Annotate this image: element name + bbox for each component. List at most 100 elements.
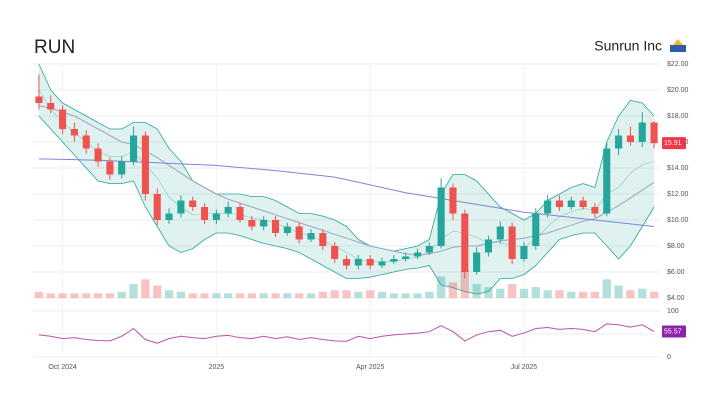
candle-body [496, 226, 504, 240]
last-value-box [662, 137, 686, 150]
y-tick-label: 100 [667, 308, 679, 315]
volume-bar [153, 285, 162, 298]
x-tick-label: Oct 2024 [48, 364, 77, 371]
volume-bar [259, 293, 268, 298]
candle-body [94, 148, 102, 162]
last-value-label: 15.91 [664, 140, 682, 147]
volume-bar [649, 291, 659, 298]
volume-bar [507, 284, 517, 298]
rsi-line [38, 323, 655, 344]
volume-bar [82, 293, 91, 298]
volume-bar [188, 293, 197, 298]
volume-bar [129, 284, 138, 298]
candle-body [378, 261, 386, 266]
volume-bar [212, 293, 221, 298]
volume-bar [614, 285, 623, 298]
candle-body [283, 226, 291, 233]
candle-body [555, 200, 563, 207]
candle-body [354, 259, 362, 266]
y-tick-label: $12.00 [667, 191, 689, 198]
volume-bar [472, 284, 481, 298]
x-tick-label: Jul 2025 [511, 364, 538, 371]
volume-bar [638, 288, 647, 298]
volume-bar [117, 291, 126, 298]
y-tick-label: $4.00 [667, 295, 685, 302]
candle-body [591, 207, 599, 214]
candle-body [331, 246, 339, 259]
candle-body [236, 207, 244, 220]
candle-body [189, 200, 197, 207]
volume-bar [283, 293, 292, 298]
volume-bar [626, 290, 635, 298]
candle-body [177, 200, 185, 214]
volume-bar [401, 293, 410, 298]
candle-body [390, 259, 398, 262]
candle-body [473, 252, 481, 272]
candle-body [544, 200, 552, 214]
y-tick-label: 0 [667, 354, 671, 361]
candle-body [118, 161, 126, 175]
candle-body [508, 226, 516, 259]
volume-bar [602, 279, 611, 298]
candle-body [271, 220, 280, 233]
volume-bar [531, 287, 540, 298]
candle-body [366, 259, 374, 266]
volume-bar [578, 291, 588, 298]
volume-bar [567, 291, 576, 298]
y-tick-label: $14.00 [667, 165, 689, 172]
volume-bar [295, 293, 304, 298]
volume-bar [176, 291, 186, 298]
volume-bar [354, 291, 363, 298]
last-value-box [662, 325, 686, 338]
candle-body [307, 233, 315, 240]
candle-body [200, 207, 209, 220]
candle-body [449, 187, 457, 214]
volume-bar [484, 287, 493, 298]
candle-body [626, 135, 634, 142]
company-name: Sunrun Inc [594, 38, 662, 54]
y-tick-label: $22.00 [667, 61, 689, 68]
volume-bar [342, 290, 351, 298]
candle-body [47, 103, 55, 110]
volume-bar [200, 293, 209, 298]
volume-bar [590, 291, 600, 298]
volume-bar [306, 293, 316, 298]
volume-bar [377, 291, 387, 298]
candle-body [35, 96, 43, 103]
volume-bar [70, 293, 79, 298]
candle-body [224, 207, 232, 214]
candle-body [413, 252, 422, 257]
volume-bar [389, 293, 398, 298]
volume-bar [34, 291, 44, 298]
candle-body [59, 109, 67, 129]
volume-bar [413, 293, 422, 298]
candle-body [260, 220, 268, 227]
x-tick-label: 2025 [209, 364, 225, 371]
y-tick-label: $18.00 [667, 113, 689, 120]
candle-body [342, 259, 351, 266]
candle-body [212, 213, 220, 220]
volume-bar [460, 270, 469, 298]
x-tick-label: Apr 2025 [356, 364, 385, 371]
volume-bar [105, 293, 115, 298]
candle-body [70, 129, 78, 136]
y-tick-label: $20.00 [667, 87, 689, 94]
volume-bar [519, 288, 529, 298]
y-tick-label: $10.00 [667, 217, 689, 224]
candle-body [484, 239, 493, 253]
volume-bar [366, 290, 375, 298]
volume-bar [235, 293, 245, 298]
candle-body [461, 213, 469, 272]
volume-bar [93, 293, 103, 298]
candle-body [82, 135, 90, 149]
volume-bar [224, 293, 233, 298]
chart-title: RUN [34, 37, 75, 58]
candle-body [319, 233, 327, 246]
bollinger-upper [38, 63, 655, 252]
volume-bar [318, 291, 327, 298]
volume-bar [247, 293, 256, 298]
candle-body [579, 200, 587, 207]
company-logo [670, 39, 686, 52]
volume-bar [543, 290, 552, 298]
